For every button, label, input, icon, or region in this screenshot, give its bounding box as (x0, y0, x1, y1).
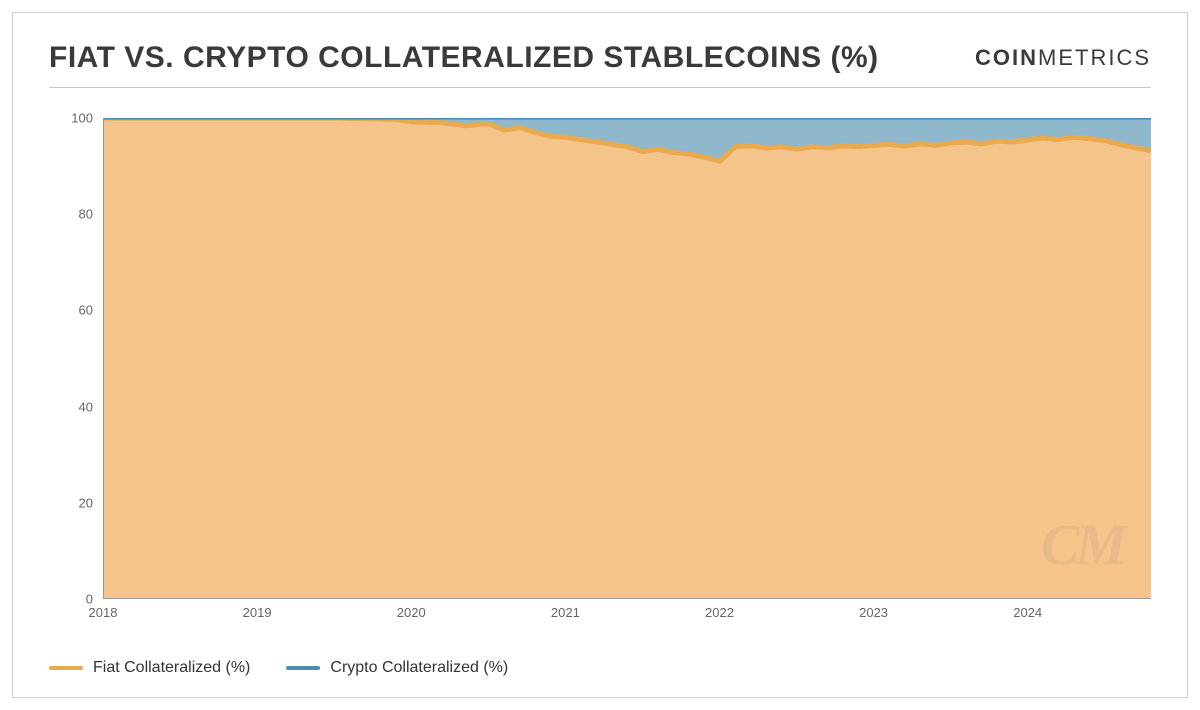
legend-swatch-fiat (49, 666, 83, 670)
x-tick-label: 2024 (1013, 605, 1042, 620)
x-tick-label: 2021 (551, 605, 580, 620)
y-tick-label: 20 (79, 495, 93, 510)
area-svg (104, 118, 1151, 598)
logo-thin: METRICS (1038, 45, 1151, 70)
chart-area: 020406080100 CM (49, 118, 1151, 599)
chart-title: FIAT VS. CRYPTO COLLATERALIZED STABLECOI… (49, 41, 879, 75)
legend-label-fiat: Fiat Collateralized (%) (93, 659, 250, 677)
x-tick-label: 2020 (397, 605, 426, 620)
y-axis: 020406080100 (49, 118, 103, 599)
legend-item-crypto: Crypto Collateralized (%) (286, 659, 508, 677)
chart-card: FIAT VS. CRYPTO COLLATERALIZED STABLECOI… (12, 12, 1188, 698)
card-header: FIAT VS. CRYPTO COLLATERALIZED STABLECOI… (49, 41, 1151, 75)
x-tick-label: 2019 (243, 605, 272, 620)
y-tick-label: 80 (79, 207, 93, 222)
logo-bold: COIN (975, 45, 1038, 70)
x-tick-label: 2018 (89, 605, 118, 620)
y-tick-label: 60 (79, 303, 93, 318)
fiat-area (104, 118, 1151, 598)
header-divider (49, 87, 1151, 88)
legend-item-fiat: Fiat Collateralized (%) (49, 659, 250, 677)
x-tick-label: 2022 (705, 605, 734, 620)
y-tick-label: 40 (79, 399, 93, 414)
legend: Fiat Collateralized (%) Crypto Collatera… (49, 659, 1151, 677)
x-tick-label: 2023 (859, 605, 888, 620)
y-tick-label: 100 (71, 111, 93, 126)
brand-logo: COINMETRICS (975, 45, 1151, 71)
legend-swatch-crypto (286, 666, 320, 670)
legend-label-crypto: Crypto Collateralized (%) (330, 659, 508, 677)
plot-area: CM (103, 118, 1151, 599)
x-axis: 2018201920202021202220232024 (103, 599, 1151, 627)
